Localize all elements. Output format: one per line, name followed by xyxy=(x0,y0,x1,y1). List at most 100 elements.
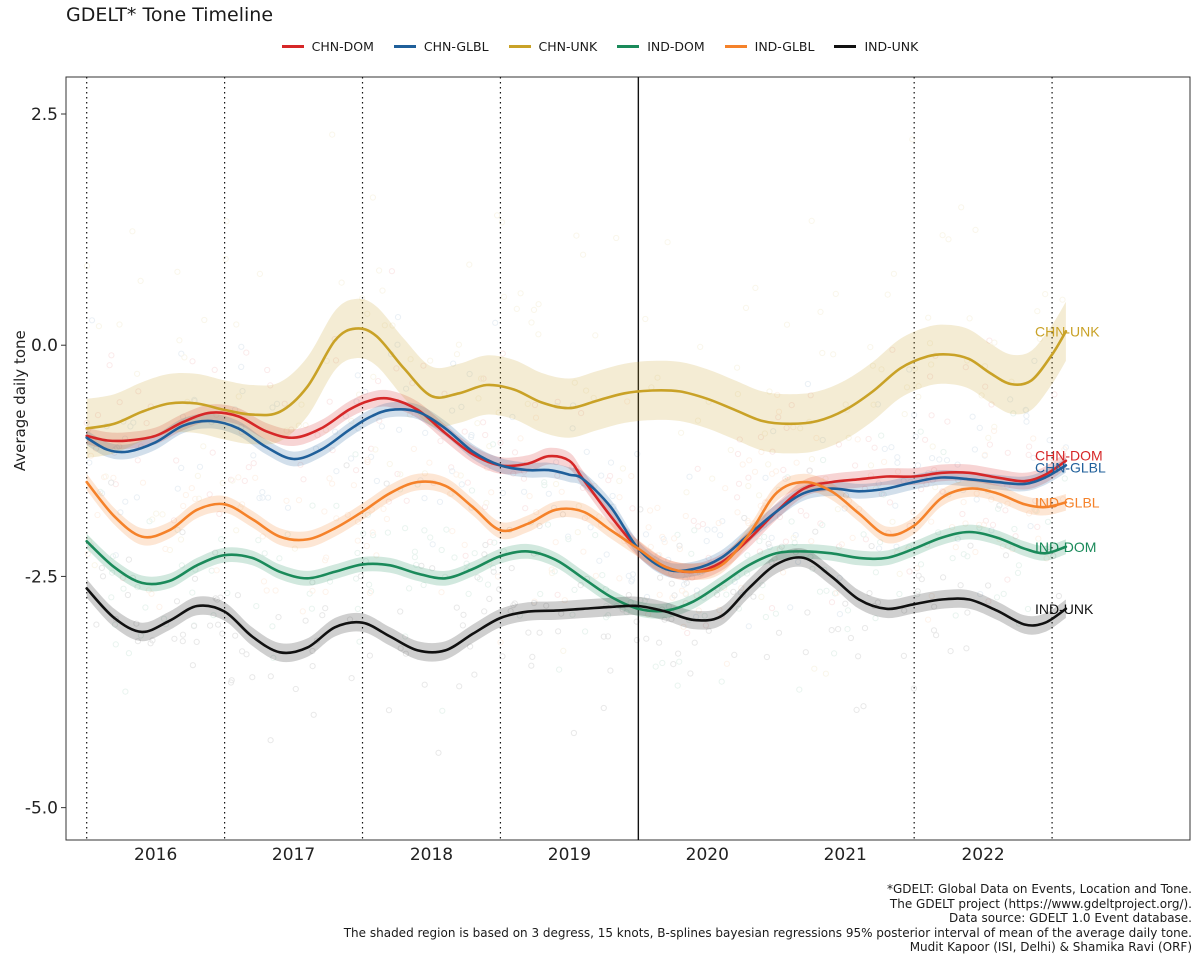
scatter-point xyxy=(565,536,572,543)
scatter-point xyxy=(84,550,92,557)
scatter-point xyxy=(933,632,940,639)
scatter-points xyxy=(83,131,1070,756)
scatter-point xyxy=(817,520,824,527)
scatter-point xyxy=(830,351,837,358)
scatter-point xyxy=(917,428,924,435)
scatter-point xyxy=(482,541,489,549)
scatter-point xyxy=(687,670,694,677)
scatter-point xyxy=(134,638,141,645)
scatter-point xyxy=(819,436,826,444)
scatter-point xyxy=(465,590,472,598)
scatter-point xyxy=(756,548,764,555)
scatter-point xyxy=(459,622,466,629)
scatter-point xyxy=(407,356,414,363)
scatter-point xyxy=(734,574,741,581)
scatter-point xyxy=(125,650,132,657)
scatter-point xyxy=(261,550,268,557)
scatter-point xyxy=(455,341,462,348)
scatter-point xyxy=(721,584,728,591)
scatter-point xyxy=(492,319,499,326)
scatter-point xyxy=(219,630,226,637)
scatter-point xyxy=(714,591,721,598)
scatter-point xyxy=(99,490,106,497)
scatter-point xyxy=(394,341,401,348)
scatter-point xyxy=(910,509,917,516)
scatter-point xyxy=(177,536,185,543)
scatter-point xyxy=(940,448,947,456)
scatter-point xyxy=(678,429,685,436)
scatter-point xyxy=(272,587,279,594)
scatter-point xyxy=(453,471,460,478)
scatter-point xyxy=(259,494,266,501)
scatter-point xyxy=(659,533,666,540)
scatter-point xyxy=(624,398,631,405)
scatter-point xyxy=(743,570,751,577)
scatter-point xyxy=(438,589,445,596)
scatter-point xyxy=(322,588,329,596)
scatter-point xyxy=(699,521,707,528)
y-tick-label: 2.5 xyxy=(31,105,58,125)
scatter-point xyxy=(528,662,535,669)
scatter-point xyxy=(575,503,582,510)
scatter-point xyxy=(253,603,260,610)
scatter-point xyxy=(625,572,632,580)
scatter-point xyxy=(264,366,271,374)
scatter-point xyxy=(880,491,887,498)
scatter-point xyxy=(403,385,410,392)
scatter-point xyxy=(841,505,848,512)
scatter-point xyxy=(222,255,229,263)
scatter-point xyxy=(403,497,410,504)
scatter-point xyxy=(525,629,532,636)
scatter-point xyxy=(94,412,102,419)
scatter-point xyxy=(134,584,141,591)
scatter-point xyxy=(86,459,93,466)
scatter-point xyxy=(607,667,614,674)
scatter-point xyxy=(783,321,791,328)
scatter-point xyxy=(112,552,119,559)
scatter-point xyxy=(852,462,859,469)
scatter-point xyxy=(915,393,922,400)
scatter-point xyxy=(201,316,208,324)
scatter-point xyxy=(633,637,641,644)
scatter-point xyxy=(364,511,371,518)
scatter-point xyxy=(991,427,998,434)
scatter-point xyxy=(210,612,217,619)
scatter-point xyxy=(804,609,811,616)
scatter-point xyxy=(1059,496,1067,503)
end-label-ind-dom: IND-DOM xyxy=(1035,539,1096,555)
scatter-point xyxy=(581,515,589,522)
scatter-point xyxy=(901,607,908,614)
scatter-point xyxy=(409,380,416,387)
scatter-point xyxy=(878,366,885,373)
scatter-point xyxy=(671,592,678,599)
scatter-point xyxy=(569,425,576,432)
scatter-point xyxy=(283,427,290,434)
end-label-chn-dom: CHN-DOM xyxy=(1035,447,1103,463)
scatter-point xyxy=(457,472,464,479)
scatter-point xyxy=(212,595,219,602)
scatter-point xyxy=(259,533,266,540)
y-tick-label: 0.0 xyxy=(31,336,58,356)
scatter-point xyxy=(572,465,580,472)
scatter-point xyxy=(702,622,710,629)
scatter-point xyxy=(426,459,433,466)
scatter-point xyxy=(691,639,698,646)
scatter-point xyxy=(769,470,776,477)
scatter-point xyxy=(952,612,959,619)
legend-swatch xyxy=(508,44,531,48)
scatter-point xyxy=(548,569,556,577)
scatter-point xyxy=(669,594,676,601)
scatter-point xyxy=(147,640,154,647)
scatter-point xyxy=(809,565,816,572)
legend-label: CHN-DOM xyxy=(311,38,374,54)
scatter-point xyxy=(703,538,710,545)
scatter-point xyxy=(914,462,922,469)
scatter-point xyxy=(174,526,181,534)
scatter-point xyxy=(694,465,701,472)
scatter-point xyxy=(657,574,664,581)
scatter-point xyxy=(731,578,738,585)
scatter-point xyxy=(973,496,980,503)
scatter-point xyxy=(1007,396,1014,403)
scatter-point xyxy=(463,560,470,567)
scatter-point xyxy=(435,749,442,756)
